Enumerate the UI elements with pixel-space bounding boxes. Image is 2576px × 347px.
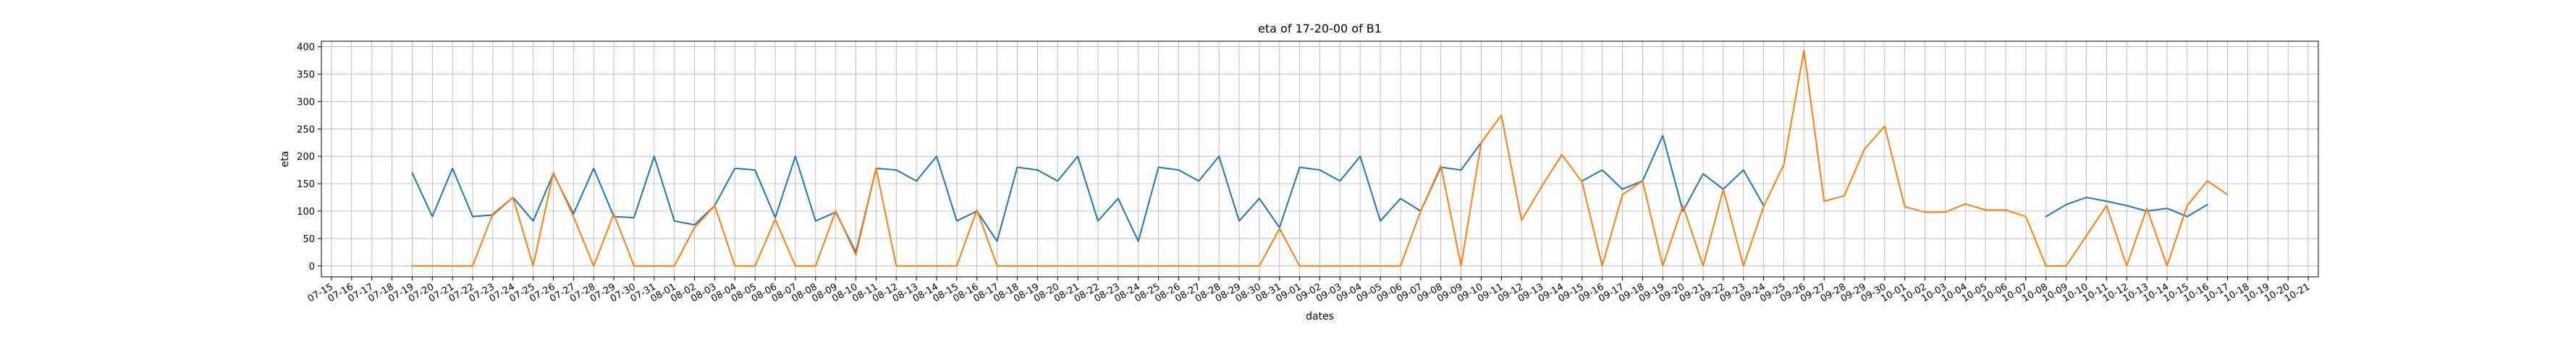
y-tick-label: 300 (297, 97, 315, 108)
y-tick-label: 400 (297, 43, 315, 53)
y-tick-label: 0 (309, 262, 315, 273)
series-line-1 (411, 134, 2208, 253)
chart-title: eta of 17-20-00 of B1 (1258, 22, 1382, 35)
y-axis-label: eta (279, 151, 291, 168)
y-tick-label: 250 (297, 124, 315, 135)
y-tick-label: 150 (297, 179, 315, 190)
y-tick-label: 100 (297, 207, 315, 218)
series-line-2 (411, 49, 2229, 267)
y-tick-label: 350 (297, 69, 315, 80)
y-tick-label: 200 (297, 152, 315, 163)
series-layer (411, 49, 2229, 267)
y-tick-label: 50 (303, 234, 315, 245)
x-axis-label: dates (1306, 311, 1334, 322)
y-axis: 0 50 100 150 200 250 300 350 400 (297, 43, 321, 273)
grid (321, 41, 2318, 277)
